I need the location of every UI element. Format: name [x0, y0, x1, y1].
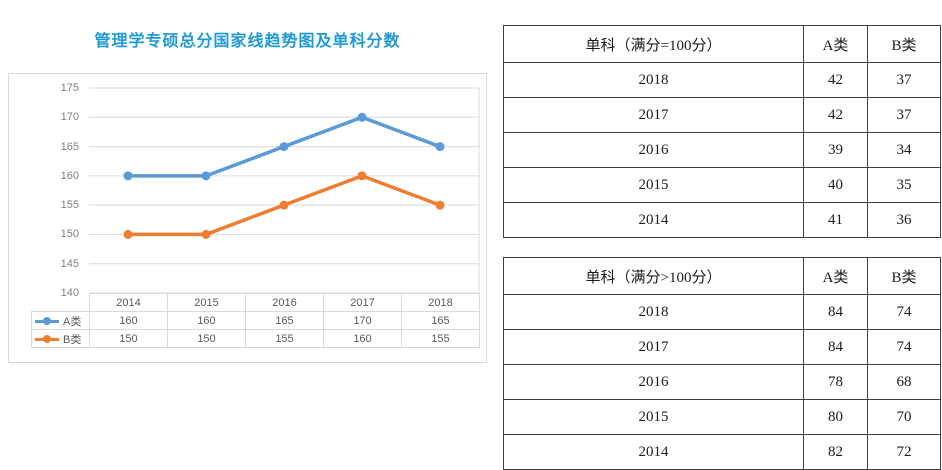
table-row: 2017 42 37: [503, 97, 941, 133]
year-cell: 2015: [503, 399, 804, 435]
data-point-B类-2014: [123, 229, 133, 239]
year-cell: 2017: [503, 329, 804, 365]
y-tick-label: 140: [60, 287, 79, 299]
legend-spacer: [32, 294, 90, 312]
score-cell: 84: [803, 329, 868, 365]
score-cell: 36: [867, 202, 941, 238]
year-cell: 2017: [503, 97, 804, 133]
data-point-B类-2016: [279, 200, 289, 210]
year-cell: 2018: [503, 294, 804, 330]
score-table-header-row: 单科（满分>100分） A类 B类: [503, 257, 941, 295]
year-cell: 2014: [503, 434, 804, 470]
score-cell: 72: [867, 434, 941, 470]
category-cell: 2015: [167, 293, 246, 312]
category-cell: 2017: [323, 293, 402, 312]
header-cell: A类: [803, 25, 868, 63]
score-cell: 42: [803, 62, 868, 98]
table-row: 2017 84 74: [503, 329, 941, 365]
header-cell: 单科（满分>100分）: [503, 257, 804, 295]
table-row: 2016 78 68: [503, 364, 941, 400]
legend-line-icon: [35, 317, 59, 326]
y-tick-label: 155: [60, 199, 79, 212]
header-cell: 单科（满分=100分）: [503, 25, 804, 63]
table-row: 2014 82 72: [503, 434, 941, 470]
table-row: 2018 84 74: [503, 294, 941, 330]
score-cell: 37: [867, 62, 941, 98]
score-cell: 68: [867, 364, 941, 400]
legend-key-A类: A类: [31, 311, 90, 330]
value-cell: 155: [245, 329, 324, 348]
value-cell: 160: [323, 329, 402, 348]
value-cell: 150: [167, 329, 246, 348]
score-cell: 35: [867, 167, 941, 203]
header-cell: A类: [803, 257, 868, 295]
trend-chart-plot: [89, 87, 480, 294]
score-cell: 74: [867, 329, 941, 365]
category-cell: 2016: [245, 293, 324, 312]
score-cell: 70: [867, 399, 941, 435]
year-cell: 2016: [503, 364, 804, 400]
legend-dot-icon: [43, 317, 51, 326]
value-cell: 155: [401, 329, 480, 348]
value-cell: 165: [245, 311, 324, 330]
data-point-A类-2014: [123, 171, 133, 181]
header-cell: B类: [867, 257, 941, 295]
series-row-A类: A类 160 160 165 170 165: [31, 311, 480, 330]
legend-label: B类: [63, 333, 82, 346]
score-cell: 84: [803, 294, 868, 330]
score-cell: 78: [803, 364, 868, 400]
table-row: 2015 80 70: [503, 399, 941, 435]
data-point-A类-2017: [357, 112, 367, 122]
chart-title: 管理学专硕总分国家线趋势图及单科分数: [94, 33, 401, 50]
year-cell: 2016: [503, 132, 804, 168]
y-tick-label: 160: [60, 169, 79, 182]
score-table-over100: 单科（满分>100分） A类 B类 2018 84 74 2017 84 74 2016 78 68 2…: [503, 257, 941, 470]
legend-line-icon: [35, 335, 59, 344]
category-cell: 2014: [89, 293, 168, 312]
series-row-B类: B类 150 150 155 160 155: [31, 329, 480, 348]
score-cell: 82: [803, 434, 868, 470]
data-point-A类-2015: [201, 171, 211, 181]
y-tick-label: 170: [60, 111, 79, 124]
header-cell: B类: [867, 25, 941, 63]
score-cell: 41: [803, 202, 868, 238]
table-row: 2014 41 36: [503, 202, 941, 238]
score-cell: 80: [803, 399, 868, 435]
year-cell: 2014: [503, 202, 804, 238]
score-cell: 42: [803, 97, 868, 133]
year-cell: 2015: [503, 167, 804, 203]
value-cell: 165: [401, 311, 480, 330]
value-cell: 160: [167, 311, 246, 330]
data-point-B类-2017: [357, 171, 367, 181]
trend-chart: 175 170 165 160 155 150 145 140 2014 2015 2016 201…: [8, 73, 487, 363]
score-cell: 40: [803, 167, 868, 203]
category-row: 2014 2015 2016 2017 2018: [32, 293, 480, 312]
data-point-A类-2018: [435, 142, 445, 152]
year-cell: 2018: [503, 62, 804, 98]
chart-data-table: 2014 2015 2016 2017 2018 A类 160 160 165 170 165 B类 1…: [31, 293, 480, 348]
table-row: 2015 40 35: [503, 167, 941, 203]
value-cell: 160: [89, 311, 168, 330]
score-cell: 37: [867, 97, 941, 133]
data-point-B类-2018: [435, 200, 445, 210]
legend-dot-icon: [43, 335, 51, 344]
y-tick-label: 145: [60, 257, 79, 270]
legend-key-B类: B类: [31, 329, 90, 348]
y-tick-label: 150: [60, 228, 79, 241]
y-tick-label: 175: [60, 82, 79, 94]
score-table-header-row: 单科（满分=100分） A类 B类: [503, 25, 941, 63]
data-point-A类-2016: [279, 142, 289, 152]
score-table-max100: 单科（满分=100分） A类 B类 2018 42 37 2017 42 37 2016 39 34 2…: [503, 25, 941, 238]
table-row: 2016 39 34: [503, 132, 941, 168]
score-cell: 39: [803, 132, 868, 168]
category-cell: 2018: [401, 293, 480, 312]
value-cell: 150: [89, 329, 168, 348]
value-cell: 170: [323, 311, 402, 330]
legend-label: A类: [63, 315, 82, 328]
score-cell: 74: [867, 294, 941, 330]
score-cell: 34: [867, 132, 941, 168]
data-point-B类-2015: [201, 229, 211, 239]
table-row: 2018 42 37: [503, 62, 941, 98]
y-tick-label: 165: [60, 140, 79, 153]
